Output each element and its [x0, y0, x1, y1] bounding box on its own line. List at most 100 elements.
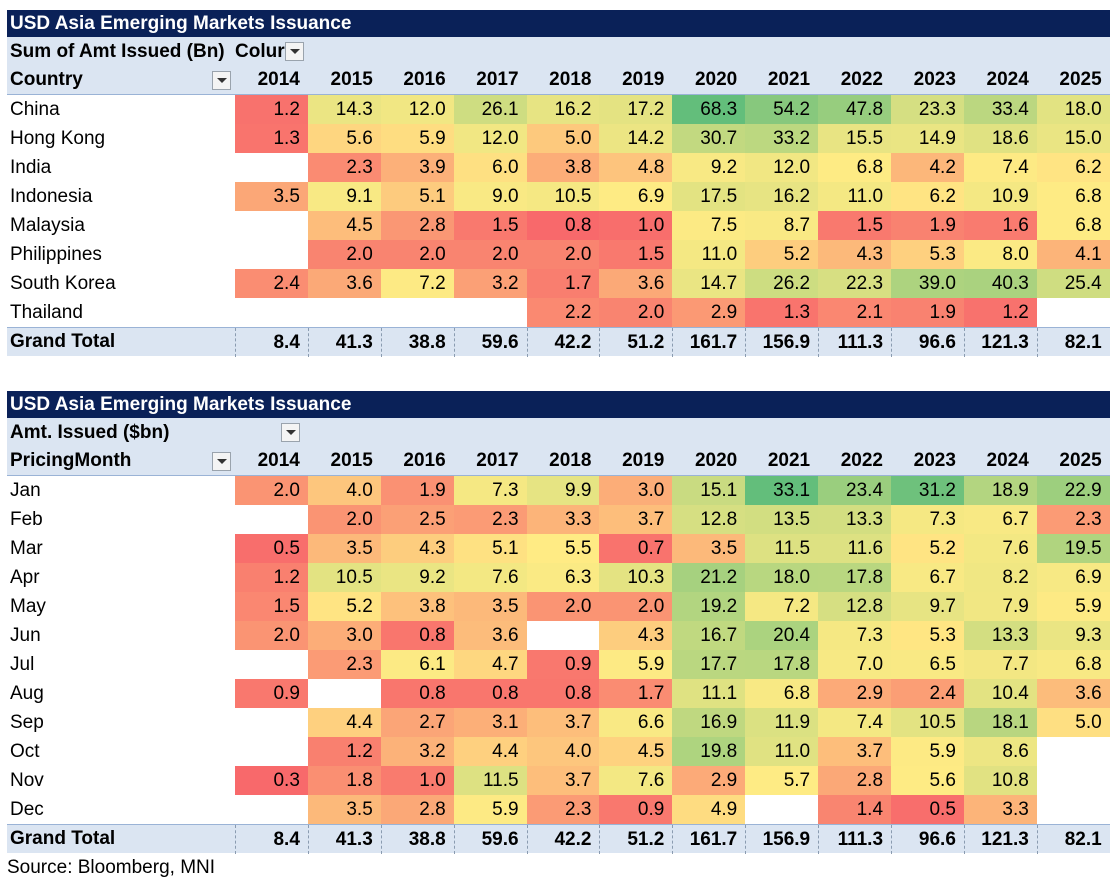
- grand-total-cell: 161.7: [672, 824, 745, 854]
- data-cell: 5.9: [599, 650, 673, 679]
- data-cell: 3.0: [307, 621, 381, 650]
- data-cell: 33.2: [745, 124, 819, 153]
- data-cell: 22.3: [818, 269, 892, 298]
- data-cell: 10.5: [307, 563, 381, 592]
- data-cell: 26.2: [745, 269, 819, 298]
- data-cell: 6.7: [891, 563, 964, 592]
- row-label: Jan: [10, 480, 41, 501]
- data-cell: 4.5: [599, 737, 673, 766]
- data-cell: 19.8: [672, 737, 746, 766]
- data-cell: [235, 737, 308, 766]
- data-cell: [235, 211, 308, 240]
- data-cell: 7.0: [818, 650, 892, 679]
- data-cell: 15.1: [672, 476, 746, 505]
- data-cell: 6.8: [818, 153, 892, 182]
- data-cell: 1.9: [891, 298, 964, 327]
- data-cell: 21.2: [672, 563, 746, 592]
- row-filter-dropdown-icon[interactable]: [212, 70, 231, 90]
- data-cell: 33.4: [963, 95, 1037, 124]
- row-label: Philippines: [10, 244, 102, 265]
- data-cell: 2.7: [380, 708, 454, 737]
- table-row: Nov 0.3 1.8 1.0 11.5 3.7 7.6 2.9 5.7 2.8 5.6 10.8: [7, 766, 1110, 795]
- grand-total-cell: 121.3: [963, 824, 1037, 854]
- table-row: Philippines 2.0 2.0 2.0 2.0 1.5 11.0 5.2 4.3 5.3 8…: [7, 240, 1110, 269]
- data-cell: 7.2: [380, 269, 454, 298]
- row-label: Feb: [10, 509, 43, 530]
- data-cell: 5.1: [380, 182, 454, 211]
- data-cell: 11.0: [745, 737, 819, 766]
- data-cell: 3.3: [963, 795, 1037, 824]
- data-cell: 5.9: [1036, 592, 1110, 621]
- data-cell: 6.9: [599, 182, 673, 211]
- data-cell: 1.5: [453, 211, 527, 240]
- data-cell: 2.3: [307, 153, 381, 182]
- data-cell: 10.8: [963, 766, 1037, 795]
- data-cell: 1.2: [235, 563, 308, 592]
- data-cell: 6.6: [599, 708, 673, 737]
- data-cell: 11.6: [818, 534, 892, 563]
- data-cell: 6.8: [1036, 211, 1110, 240]
- data-cell: 11.0: [818, 182, 892, 211]
- grand-total-cell: 42.2: [526, 824, 600, 854]
- year-header-2024: 2024: [986, 69, 1029, 90]
- data-cell: 2.9: [818, 679, 892, 708]
- data-cell: 4.9: [672, 795, 746, 824]
- row-label: India: [10, 157, 52, 178]
- data-cell: 1.8: [307, 766, 381, 795]
- year-header-2015: 2015: [330, 450, 373, 471]
- data-cell: 5.9: [380, 124, 454, 153]
- data-cell: 2.0: [380, 240, 454, 269]
- data-cell: 7.3: [891, 505, 964, 534]
- row-label: Sep: [10, 712, 44, 733]
- data-cell: 3.9: [380, 153, 454, 182]
- data-cell: 4.0: [526, 737, 600, 766]
- data-cell: 5.2: [745, 240, 819, 269]
- data-cell: 18.0: [1036, 95, 1110, 124]
- grand-total-cell: 161.7: [672, 327, 745, 357]
- data-cell: 8.0: [963, 240, 1037, 269]
- column-header-row: PricingMonth 2014 2015 2016 2017 2018 2019 202…: [7, 447, 1110, 476]
- data-cell: 40.3: [963, 269, 1037, 298]
- grand-total-cell: 111.3: [818, 327, 891, 357]
- data-cell: 14.3: [307, 95, 381, 124]
- data-cell: 3.0: [599, 476, 673, 505]
- grand-total-cell: 41.3: [307, 327, 381, 357]
- year-header-2023: 2023: [913, 69, 956, 90]
- row-filter-dropdown-icon[interactable]: [212, 451, 231, 471]
- data-cell: 2.9: [672, 298, 746, 327]
- data-cell: 6.8: [1036, 182, 1110, 211]
- table-row: India 2.3 3.9 6.0 3.8 4.8 9.2 12.0 6.8 4.2 7.4 6.2: [7, 153, 1110, 182]
- data-cell: 13.3: [963, 621, 1037, 650]
- data-cell: 0.8: [380, 621, 454, 650]
- data-cell: [1037, 298, 1110, 327]
- row-label: Apr: [10, 567, 40, 588]
- data-cell: 5.6: [307, 124, 381, 153]
- data-cell: 4.1: [1036, 240, 1110, 269]
- grand-total-values: 8.4 41.3 38.8 59.6 42.2 51.2 161.7 156.9 111.3 96…: [235, 327, 1110, 357]
- column-filter-dropdown-icon[interactable]: [285, 42, 304, 61]
- data-cell: 3.6: [453, 621, 527, 650]
- grand-total-label: Grand Total: [10, 828, 116, 849]
- data-cell: [1037, 737, 1110, 766]
- year-header-2016: 2016: [403, 69, 446, 90]
- data-cell: 0.5: [891, 795, 964, 824]
- table-row: Aug 0.9 0.8 0.8 0.8 1.7 11.1 6.8 2.9 2.4 10.4 3.6: [7, 679, 1110, 708]
- data-cell: 3.6: [1036, 679, 1110, 708]
- data-cell: 14.7: [672, 269, 746, 298]
- row-label: Dec: [10, 799, 44, 820]
- data-cell: 1.9: [891, 211, 964, 240]
- data-cell: 6.8: [745, 679, 819, 708]
- grand-total-cell: 96.6: [891, 824, 964, 854]
- year-header-2019: 2019: [622, 69, 665, 90]
- data-cell: 39.0: [891, 269, 964, 298]
- value-filter-dropdown-icon[interactable]: [281, 423, 300, 442]
- value-field-label: Amt. Issued ($bn): [10, 421, 170, 443]
- data-cell: 0.8: [526, 211, 600, 240]
- data-cell: 16.7: [672, 621, 746, 650]
- data-cell: 2.0: [453, 240, 527, 269]
- data-cell: 12.8: [818, 592, 892, 621]
- table-row: Jan 2.0 4.0 1.9 7.3 9.9 3.0 15.1 33.1 23.4 31.2 18.…: [7, 476, 1110, 505]
- data-cell: 9.2: [380, 563, 454, 592]
- grand-total-cell: 121.3: [963, 327, 1037, 357]
- data-cell: 3.1: [453, 708, 527, 737]
